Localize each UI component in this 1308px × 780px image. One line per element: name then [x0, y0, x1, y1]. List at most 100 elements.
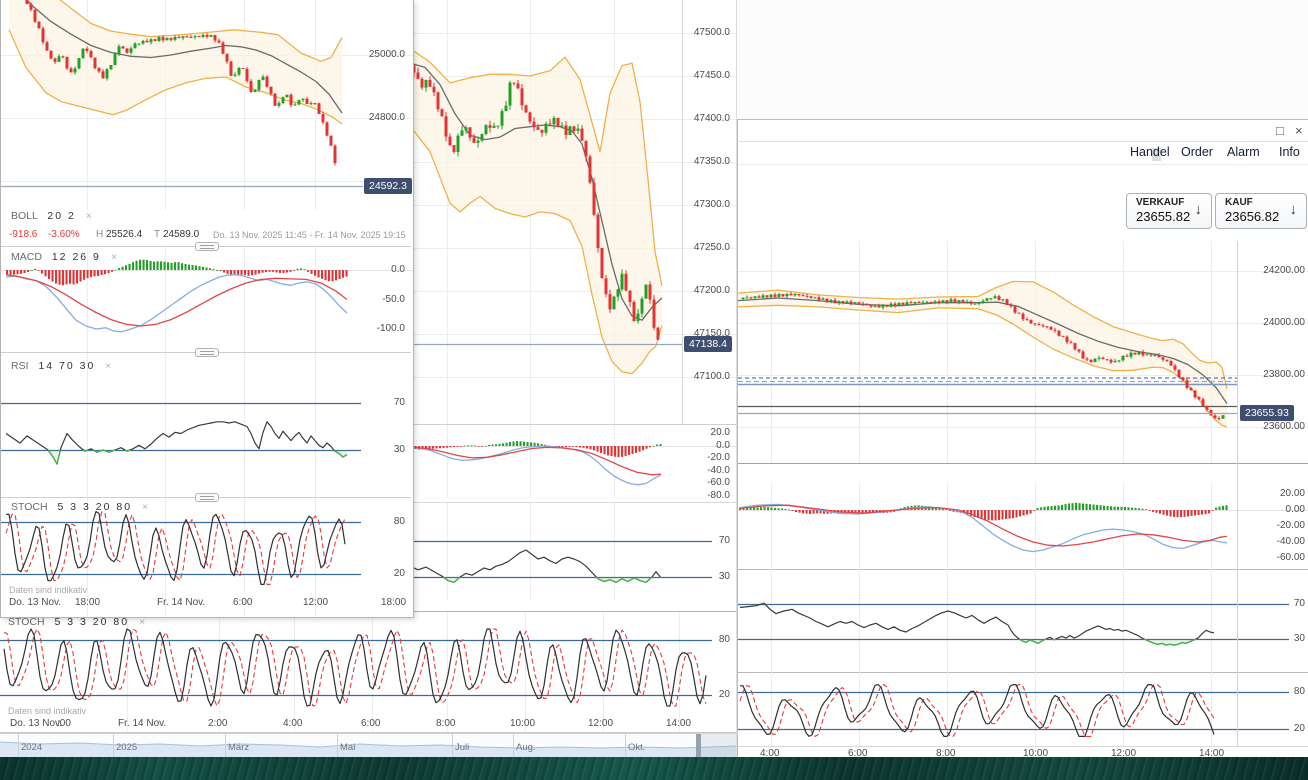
- right-stoch-panel[interactable]: [738, 672, 1308, 746]
- close-icon[interactable]: ×: [1295, 123, 1303, 138]
- remove-indicator-icon[interactable]: ×: [138, 616, 146, 628]
- time-axis-label: 8:00: [936, 748, 956, 759]
- price-axis-label: 24000.00: [1263, 317, 1305, 328]
- stoch-axis-label: 80: [718, 634, 730, 645]
- buy-price: 23656.82: [1225, 209, 1280, 224]
- time-axis-label: 4:00: [760, 748, 780, 759]
- panel-resize-handle[interactable]: [195, 348, 219, 357]
- stoch-indicator-label: STOCH 5 3 3 20 80 ×: [8, 616, 146, 628]
- price-axis-label: 23600.00: [1263, 421, 1305, 432]
- time-axis-label: 14:00: [666, 718, 692, 729]
- boll-indicator-label: BOLL 20 2 ×: [11, 210, 92, 222]
- time-axis-label: 12:00: [303, 597, 329, 608]
- macd-axis-label: 0.0: [391, 264, 405, 275]
- buy-button[interactable]: KAUF 23656.82 ↓: [1215, 193, 1307, 229]
- navigator-month-label: 2024: [21, 742, 43, 753]
- time-axis-label: :00: [57, 718, 71, 729]
- rsi-axis-label: 70: [1293, 598, 1305, 609]
- rsi-axis-label: 30: [718, 571, 730, 582]
- desktop-taskbar[interactable]: [0, 757, 1308, 780]
- time-axis-label: 14:00: [1199, 748, 1225, 759]
- right-rsi-panel[interactable]: [738, 569, 1308, 672]
- time-axis-label: 12:00: [588, 718, 614, 729]
- sell-button[interactable]: VERKAUF 23655.82 ↓: [1126, 193, 1212, 229]
- right-macd-panel[interactable]: [738, 482, 1308, 569]
- menu-handel[interactable]: Handel: [1130, 145, 1170, 159]
- time-axis-label: 6:00: [361, 718, 381, 729]
- left-macd-panel[interactable]: [1, 247, 413, 352]
- price-axis-label: 47450.0: [693, 70, 730, 81]
- time-axis-label: Do. 13 Nov.: [10, 718, 63, 729]
- stoch-axis-label: 20: [718, 689, 730, 700]
- stoch-axis-label: 80: [393, 516, 405, 527]
- macd-axis-label: -60.00: [1276, 552, 1305, 563]
- buy-arrow-icon: ↓: [1289, 201, 1298, 218]
- macd-indicator-label: MACD 12 26 9 ×: [11, 251, 117, 263]
- price-axis-label: 47150.0: [693, 328, 730, 339]
- price-axis-label: 47250.0: [693, 242, 730, 253]
- sell-arrow-icon: ↓: [1194, 201, 1203, 218]
- price-axis-label: 24200.00: [1263, 265, 1305, 276]
- timeline-navigator[interactable]: [0, 733, 737, 757]
- time-axis-label: 6:00: [233, 597, 253, 608]
- remove-indicator-icon[interactable]: ×: [105, 360, 112, 372]
- macd-axis-label: -60.0: [707, 477, 730, 488]
- menu-order[interactable]: Order: [1181, 145, 1213, 159]
- left-rsi-panel[interactable]: [1, 353, 413, 497]
- navigator-month-label: Okt.: [628, 742, 646, 753]
- center-stoch-panel[interactable]: [0, 612, 736, 732]
- left-price-chart[interactable]: [1, 0, 413, 210]
- time-axis-label: Fr. 14 Nov.: [118, 718, 167, 729]
- price-axis-label: 47300.0: [693, 199, 730, 210]
- stoch-axis-label: 20: [393, 568, 405, 579]
- sell-price: 23655.82: [1136, 209, 1191, 224]
- stoch-axis-label: 80: [1293, 686, 1305, 697]
- macd-axis-label: -40.00: [1276, 536, 1305, 547]
- price-axis-label: 47500.0: [693, 27, 730, 38]
- time-axis-label: 4:00: [283, 718, 303, 729]
- remove-indicator-icon[interactable]: ×: [110, 251, 117, 263]
- macd-axis-label: -50.0: [382, 294, 405, 305]
- left-chart-window: BOLL 20 2 × -918.6 -3.60% H 25526.4 T 24…: [0, 0, 414, 618]
- macd-axis-label: -80.0: [707, 490, 730, 501]
- rsi-axis-label: 70: [393, 397, 405, 408]
- change-percent: -3.60%: [48, 229, 80, 240]
- macd-axis-label: -20.00: [1276, 520, 1305, 531]
- time-axis-label: 12:00: [1111, 748, 1137, 759]
- remove-indicator-icon[interactable]: ×: [85, 210, 92, 222]
- navigator-month-label: 2025: [116, 742, 138, 753]
- navigator-month-label: Juli: [455, 742, 470, 753]
- panel-resize-handle[interactable]: [195, 493, 219, 502]
- stoch-indicator-label: STOCH 5 3 3 20 80 ×: [11, 501, 149, 513]
- menu-alarm[interactable]: Alarm: [1227, 145, 1260, 159]
- low-value: 24589.0: [163, 229, 200, 240]
- last-price-tag: 47138.4: [684, 336, 732, 352]
- time-axis-label: 2:00: [208, 718, 228, 729]
- panel-resize-handle[interactable]: [195, 242, 219, 251]
- indicative-data-note: Daten sind indikativ: [8, 706, 87, 716]
- change-absolute: -918.6: [9, 229, 38, 240]
- macd-axis-label: 20.0: [710, 427, 730, 438]
- menu-highlight: [1152, 148, 1161, 161]
- low-label: T: [154, 229, 161, 240]
- right-price-chart[interactable]: [737, 241, 1308, 463]
- trading-window: □ × Handel Order Alarm Info VERKAUF 2365…: [737, 119, 1308, 759]
- price-axis-label: 47350.0: [693, 156, 730, 167]
- time-axis-label: 18:00: [381, 597, 407, 608]
- last-price-tag: 23655.93: [1240, 405, 1294, 421]
- time-axis-label: Fr. 14 Nov.: [157, 597, 206, 608]
- time-axis-label: 18:00: [75, 597, 101, 608]
- time-axis-label: 8:00: [436, 718, 456, 729]
- macd-axis-label: -100.0: [376, 323, 405, 334]
- price-axis-label: 25000.0: [368, 49, 405, 60]
- maximize-icon[interactable]: □: [1276, 123, 1284, 138]
- left-stoch-panel[interactable]: [1, 498, 413, 617]
- last-price-tag: 24592.3: [364, 178, 412, 194]
- remove-indicator-icon[interactable]: ×: [141, 501, 149, 513]
- stoch-axis-label: 20: [1293, 723, 1305, 734]
- navigator-month-label: März: [228, 742, 250, 753]
- high-value: 25526.4: [106, 229, 143, 240]
- menu-info[interactable]: Info: [1279, 145, 1300, 159]
- indicative-data-note: Daten sind indikativ: [9, 585, 88, 595]
- navigator-month-label: Aug.: [516, 742, 536, 753]
